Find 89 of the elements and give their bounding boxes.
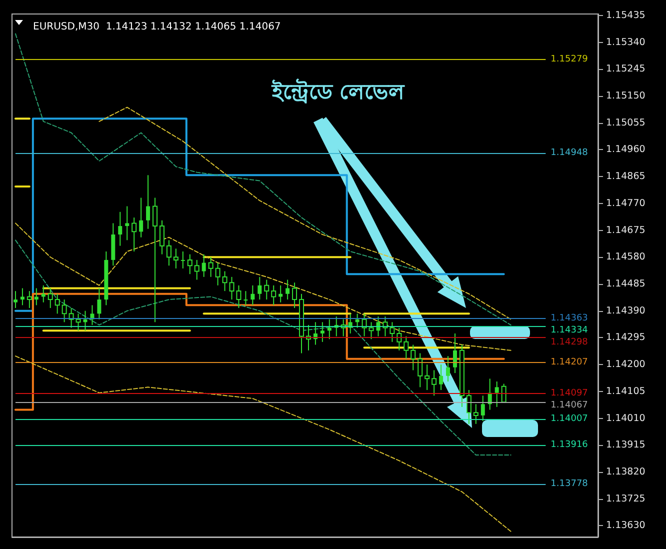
candlestick (271, 284, 276, 306)
candlestick (62, 299, 67, 323)
candlestick (26, 290, 32, 309)
candlestick (159, 220, 164, 255)
y-tick-label: 1.15150 (606, 90, 646, 102)
ref-line-label: 1.14948 (550, 148, 588, 158)
candlestick (173, 248, 178, 269)
candlestick (410, 344, 416, 371)
candlestick (166, 240, 172, 266)
ref-line-label: 1.14207 (550, 358, 588, 368)
y-tick-label: 1.13915 (606, 440, 646, 451)
y-tick-label: 1.13725 (606, 493, 646, 504)
y-tick-label: 1.14865 (606, 171, 646, 182)
candlestick (125, 206, 130, 241)
ref-line-label: 1.14298 (550, 337, 588, 348)
candlestick (320, 322, 324, 342)
candlestick (146, 174, 150, 230)
ref-line-label: 1.13916 (550, 440, 588, 450)
candlestick (222, 270, 228, 292)
candlestick (418, 352, 423, 388)
candlestick (292, 282, 298, 309)
candlestick (202, 254, 206, 278)
candlestick (452, 332, 457, 374)
candlestick (20, 288, 24, 306)
candlestick (264, 279, 270, 300)
line-series (14, 222, 512, 351)
y-tick-label: 1.14390 (606, 305, 646, 316)
candlestick (382, 316, 388, 337)
ref-line-label: 1.14067 (550, 400, 588, 411)
y-tick-label: 1.15245 (606, 64, 646, 75)
y-tick-label: 1.14010 (606, 412, 646, 424)
y-tick-label: 1.14105 (606, 386, 646, 397)
candlestick (439, 364, 444, 390)
y-tick-label: 1.14675 (606, 224, 646, 236)
y-tick-label: 1.15055 (606, 117, 646, 128)
ref-line-label: 1.14334 (550, 325, 588, 336)
candlestick (180, 250, 185, 269)
y-tick-label: 1.13820 (606, 466, 646, 478)
candlestick (132, 217, 137, 252)
candlestick (54, 293, 60, 314)
candlestick (208, 256, 214, 278)
candlestick (480, 395, 485, 422)
candlestick (250, 284, 255, 306)
candlestick (396, 327, 402, 351)
candlestick (466, 389, 472, 424)
ref-line-label: 1.15279 (550, 54, 588, 65)
y-tick-label: 1.14485 (606, 278, 646, 290)
candlestick (244, 290, 248, 306)
candlestick (258, 276, 262, 300)
annotation: ইন্ট্রেডে লেভেল (272, 78, 404, 106)
y-tick-label: 1.14580 (606, 252, 646, 263)
candlestick (194, 259, 200, 280)
y-tick-label: 1.15435 (606, 10, 646, 21)
candlestick (13, 290, 18, 309)
ref-line-label: 1.14363 (550, 313, 588, 324)
candlestick (76, 313, 81, 332)
line-series (14, 240, 512, 456)
candlestick (362, 313, 367, 337)
line-series (14, 356, 512, 532)
candlestick (118, 211, 122, 246)
candlestick (432, 370, 437, 396)
candlestick (424, 364, 430, 390)
line-series (14, 33, 512, 326)
y-tick-label: 1.14200 (606, 359, 646, 370)
candlestick (473, 404, 478, 424)
candlestick (390, 322, 395, 342)
y-tick-label: 1.13630 (606, 520, 646, 532)
candlestick (152, 197, 158, 323)
ref-line-label: 1.13778 (550, 478, 588, 489)
candlestick (68, 308, 74, 328)
line-series (98, 106, 512, 320)
ref-line-label: 1.14007 (550, 414, 588, 424)
y-tick-label: 1.14960 (606, 144, 646, 156)
text: EURUSD,M30 1.14123 1.14132 1.14065 1.14067 (33, 22, 281, 32)
y-tick-label: 1.15340 (606, 36, 646, 48)
candlestick (97, 288, 102, 320)
candlestick (368, 322, 374, 340)
candlestick (215, 262, 220, 286)
candlestick (446, 356, 450, 382)
candlestick (404, 336, 409, 360)
y-tick-label: 1.14295 (606, 332, 646, 344)
y-tick-label: 1.14770 (606, 198, 646, 209)
candlestick (187, 254, 192, 275)
candlestick (286, 279, 290, 300)
candlestick (139, 197, 144, 238)
ref-line-label: 1.14097 (550, 388, 588, 399)
candlestick (48, 288, 53, 309)
candlestick (34, 288, 38, 306)
candlestick (494, 381, 499, 408)
